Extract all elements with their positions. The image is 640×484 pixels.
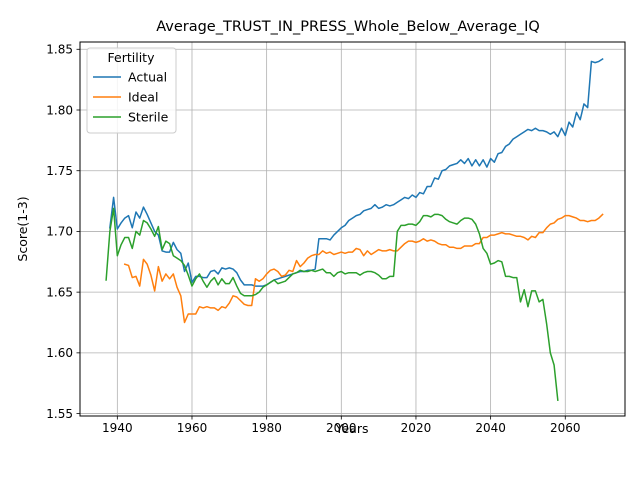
legend-box	[86, 47, 177, 134]
x-tick-label: 1940	[102, 421, 133, 435]
x-tick-label: 1980	[251, 421, 282, 435]
grid	[80, 42, 625, 416]
x-tick-label: 2000	[326, 421, 357, 435]
y-tick-label: 1.65	[46, 285, 73, 299]
x-tick-label: 2060	[550, 421, 581, 435]
series-lines	[105, 57, 604, 402]
y-tick-label: 1.55	[46, 407, 73, 421]
x-tick-label: 2040	[475, 421, 506, 435]
y-tick-label: 1.80	[46, 103, 73, 117]
legend-items: Actual Ideal Sterile	[93, 70, 169, 125]
series-line-sterile	[105, 207, 559, 402]
y-tick-label: 1.85	[46, 43, 73, 57]
legend-label-actual: Actual	[128, 70, 167, 85]
x-tick-label: 2020	[401, 421, 432, 435]
x-tick-label: 1960	[177, 421, 208, 435]
legend-label-ideal: Ideal	[128, 90, 158, 105]
x-axis-label: Years	[335, 421, 369, 436]
legend-title: Fertility	[108, 50, 156, 65]
series-line-actual	[109, 57, 604, 287]
axis-ticks: 1940 1960 1980 2000 2020 2040 2060 1.55 1.60 1.65…	[46, 43, 580, 435]
y-tick-label: 1.75	[46, 164, 73, 178]
chart-title: Average_TRUST_IN_PRESS_Whole_Below_Avera…	[156, 19, 540, 35]
plot-frame	[79, 41, 626, 417]
y-axis-label: Score(1-3)	[15, 196, 30, 261]
series-line-ideal	[123, 213, 604, 324]
y-tick-label: 1.60	[46, 346, 73, 360]
y-tick-label: 1.70	[46, 225, 73, 239]
legend: Fertility Actual Ideal Sterile	[86, 47, 177, 134]
legend-label-sterile: Sterile	[128, 110, 169, 125]
